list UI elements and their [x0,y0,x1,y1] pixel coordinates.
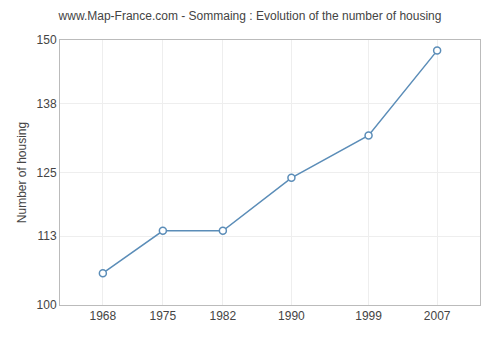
svg-text:150: 150 [37,33,57,47]
svg-text:113: 113 [37,229,56,243]
svg-text:www.Map-France.com - Sommaing: www.Map-France.com - Sommaing : Evolutio… [58,9,442,23]
svg-text:1982: 1982 [210,309,237,323]
svg-text:2007: 2007 [424,309,451,323]
svg-text:100: 100 [37,298,57,312]
svg-text:1990: 1990 [278,309,305,323]
svg-text:1999: 1999 [355,309,382,323]
svg-text:138: 138 [37,97,57,111]
svg-text:125: 125 [37,166,57,180]
svg-text:Number of housing: Number of housing [15,122,29,223]
svg-text:1968: 1968 [90,309,117,323]
svg-text:1975: 1975 [150,309,177,323]
